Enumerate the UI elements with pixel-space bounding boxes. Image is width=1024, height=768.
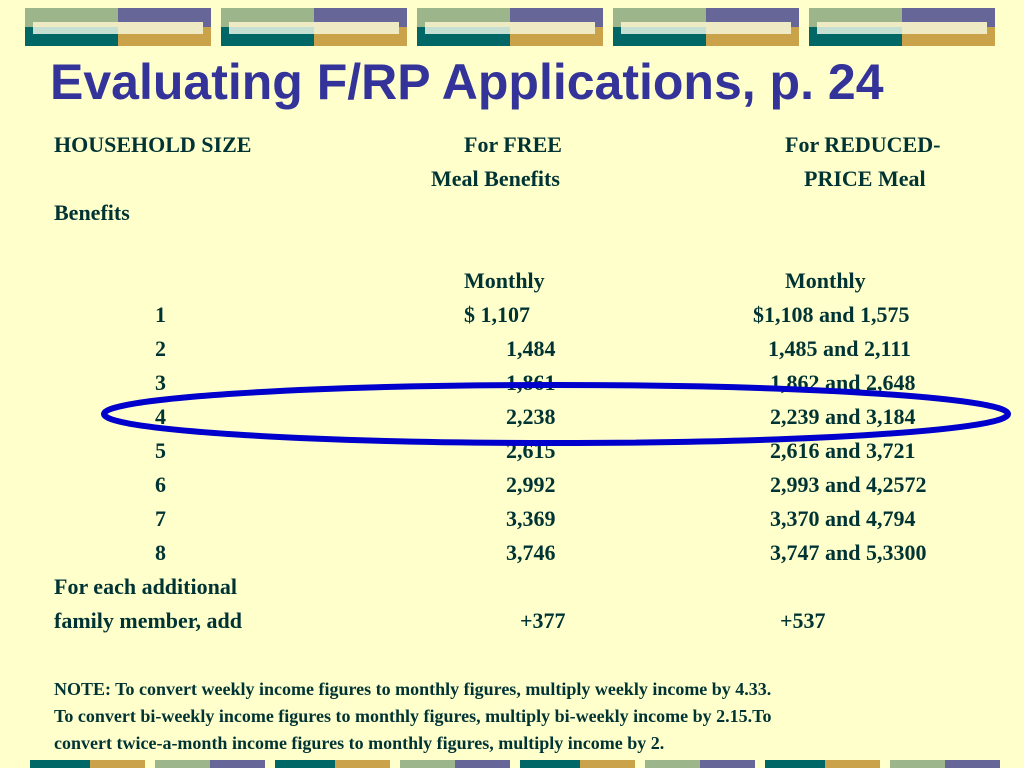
row-size: 1: [155, 302, 166, 327]
note-line: convert twice-a-month income figures to …: [54, 733, 665, 753]
conversion-note: NOTE: To convert weekly income figures t…: [54, 676, 1014, 757]
header-reduced-period: Monthly: [785, 268, 866, 293]
header-reduced-line3: Benefits: [54, 200, 130, 225]
decor-tile: [613, 8, 799, 46]
header-household-size: HOUSEHOLD SIZE: [54, 132, 252, 157]
slide-title: Evaluating F/RP Applications, p. 24: [50, 54, 884, 110]
header-free-line2: Meal Benefits: [431, 166, 560, 191]
row-free: $ 1,107: [464, 302, 530, 327]
header-reduced-line1: For REDUCED-: [785, 132, 941, 157]
row-reduced: 1,485 and 2,111: [768, 336, 912, 361]
row-reduced: 2,239 and 3,184: [770, 404, 916, 429]
row-size: 7: [155, 506, 166, 531]
row-size: 3: [155, 370, 166, 395]
decor-tile: [221, 8, 407, 46]
row-reduced: $1,108 and 1,575: [753, 302, 910, 327]
note-line: NOTE: To convert weekly income figures t…: [54, 679, 772, 699]
row-size: 5: [155, 438, 166, 463]
row-reduced: 2,616 and 3,721: [770, 438, 916, 463]
row-reduced: 3,370 and 4,794: [770, 506, 916, 531]
row-free: 2,992: [506, 472, 556, 497]
row-size: 2: [155, 336, 166, 361]
header-free-line1: For FREE: [464, 132, 562, 157]
footer-decoration: [0, 760, 1024, 768]
row-free: 3,746: [506, 540, 556, 565]
row-free: 2,238: [506, 404, 556, 429]
decor-tile: [809, 8, 995, 46]
additional-reduced: +537: [780, 608, 826, 633]
row-size: 8: [155, 540, 166, 565]
row-free: 1,484: [506, 336, 556, 361]
row-reduced: 3,747 and 5,3300: [770, 540, 927, 565]
additional-label-line1: For each additional: [54, 574, 237, 599]
additional-free: +377: [520, 608, 566, 633]
header-free-period: Monthly: [464, 268, 545, 293]
row-size: 4: [155, 404, 166, 429]
row-free: 3,369: [506, 506, 556, 531]
note-line: To convert bi-weekly income figures to m…: [54, 706, 772, 726]
row-size: 6: [155, 472, 166, 497]
decor-tile: [417, 8, 603, 46]
additional-label-line2: family member, add: [54, 608, 243, 633]
header-reduced-line2: PRICE Meal: [804, 166, 926, 191]
row-reduced: 2,993 and 4,2572: [770, 472, 927, 497]
decor-tile: [25, 8, 211, 46]
